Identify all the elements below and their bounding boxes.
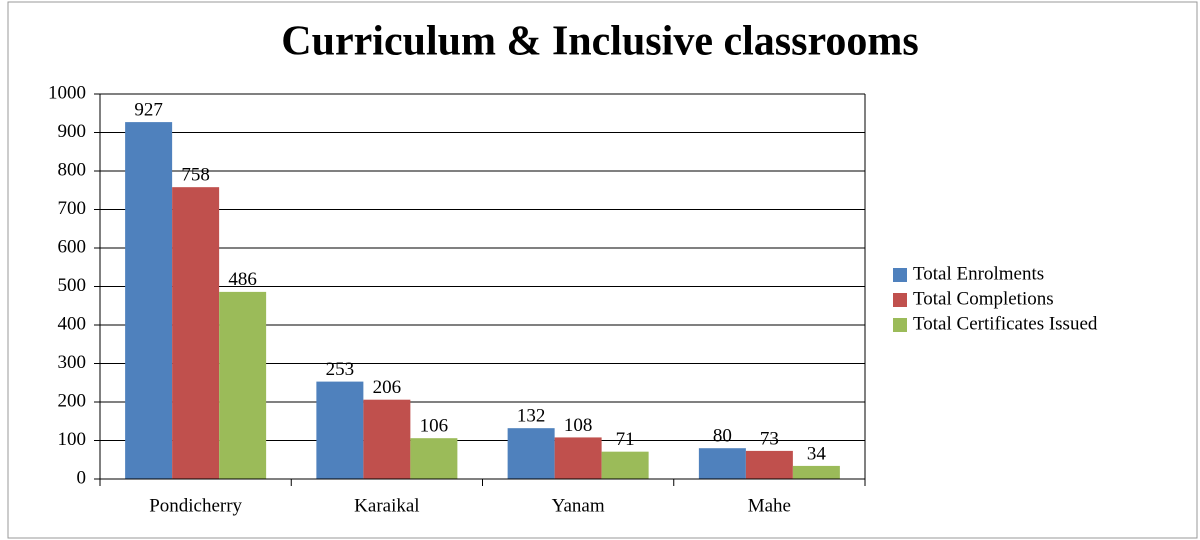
y-tick-label: 300 — [58, 352, 87, 373]
x-tick-label: Karaikal — [354, 495, 419, 516]
legend-swatch — [893, 318, 907, 332]
bar — [172, 187, 220, 480]
bar — [219, 291, 267, 479]
data-label: 71 — [616, 429, 635, 450]
y-tick-label: 500 — [58, 275, 87, 296]
bar — [745, 450, 793, 479]
legend-swatch — [893, 268, 907, 282]
y-tick-label: 1000 — [48, 82, 86, 103]
data-label: 206 — [373, 377, 402, 398]
y-tick-label: 900 — [58, 121, 87, 142]
y-tick-label: 200 — [58, 390, 87, 411]
data-label: 106 — [420, 416, 449, 437]
data-label: 108 — [564, 415, 593, 436]
y-tick-label: 400 — [58, 313, 87, 334]
legend-swatch — [893, 293, 907, 307]
bar — [410, 438, 458, 479]
legend-label: Total Completions — [913, 288, 1054, 309]
y-tick-label: 800 — [58, 159, 87, 180]
y-tick-label: 700 — [58, 198, 87, 219]
bar — [601, 451, 649, 479]
y-tick-label: 0 — [77, 467, 87, 488]
bar — [125, 122, 173, 479]
bar — [554, 437, 602, 479]
x-tick-label: Mahe — [748, 495, 791, 516]
data-label: 73 — [760, 428, 779, 449]
y-tick-label: 600 — [58, 236, 87, 257]
legend-label: Total Certificates Issued — [913, 313, 1098, 334]
data-label: 486 — [228, 269, 257, 290]
bar — [698, 448, 746, 479]
bar — [363, 399, 411, 479]
data-label: 34 — [807, 443, 827, 464]
bar — [507, 428, 555, 479]
legend-label: Total Enrolments — [913, 263, 1044, 284]
data-label: 132 — [517, 406, 546, 427]
x-tick-label: Pondicherry — [149, 495, 242, 516]
y-tick-label: 100 — [58, 429, 87, 450]
bar — [792, 465, 840, 479]
chart-title: Curriculum & Inclusive classrooms — [281, 19, 918, 65]
data-label: 80 — [713, 426, 732, 447]
x-tick-label: Yanam — [552, 495, 605, 516]
data-label: 927 — [134, 99, 163, 120]
bar — [316, 381, 364, 479]
data-label: 253 — [326, 359, 355, 380]
data-label: 758 — [181, 165, 210, 186]
